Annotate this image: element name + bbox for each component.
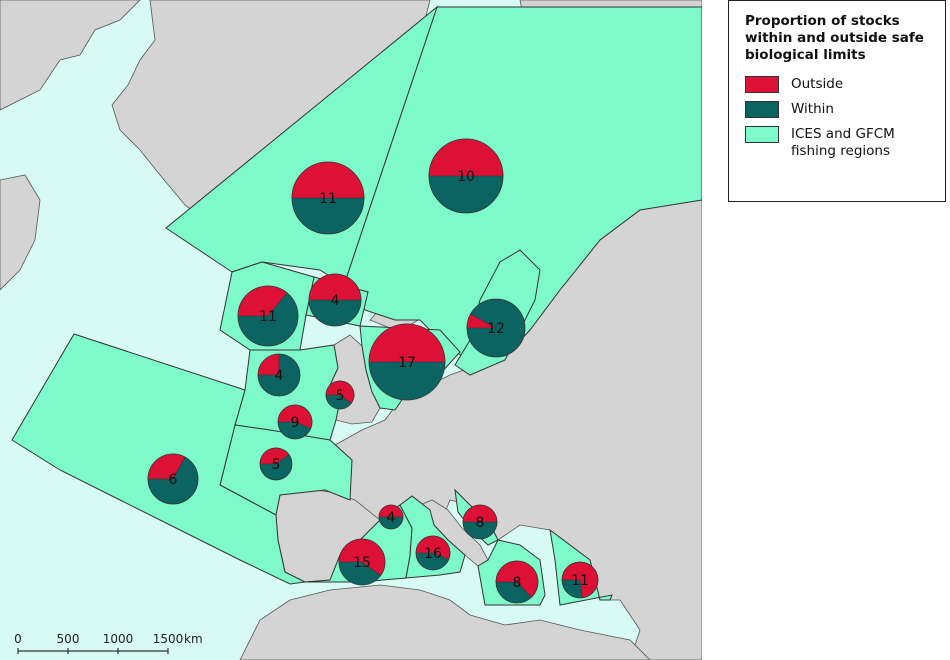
stock-pie: 17: [368, 323, 446, 401]
stock-count-label: 9: [291, 415, 300, 431]
stock-count-label: 15: [353, 555, 371, 571]
legend-item-within: Within: [745, 101, 933, 118]
pie-outside-slice: [259, 447, 290, 465]
stock-count-label: 5: [272, 457, 281, 473]
legend-item-regions: ICES and GFCM fishing regions: [745, 126, 933, 160]
stock-pie: 4: [308, 273, 362, 327]
stock-count-label: 4: [331, 293, 340, 309]
scale-tick-1500: 1500: [153, 632, 184, 646]
pie-outside-slice: [325, 380, 355, 404]
land-north-africa: [239, 584, 651, 660]
scale-bar: 0 500 1000 1500 km: [14, 632, 203, 654]
stock-pie: 15: [338, 538, 386, 586]
stock-pie: 6: [147, 453, 199, 505]
legend-label-regions: ICES and GFCM fishing regions: [791, 126, 895, 159]
pie-outside-slice: [378, 504, 404, 518]
stock-pie: 9: [277, 404, 313, 440]
pie-outside-slice: [308, 273, 362, 301]
pie-outside-slice: [561, 561, 599, 599]
pie-outside-slice: [462, 504, 498, 523]
stock-pie: 10: [428, 138, 504, 214]
pie-outside-slice: [338, 538, 386, 576]
legend-label-outside: Outside: [791, 76, 844, 92]
stock-count-label: 5: [336, 388, 345, 404]
stock-count-label: 4: [275, 368, 284, 384]
pie-outside-slice: [495, 560, 539, 598]
legend-swatch-within: [745, 101, 779, 118]
stock-count-label: 16: [424, 546, 442, 562]
pie-outside-slice: [277, 404, 313, 429]
stock-count-label: 4: [387, 510, 396, 526]
pie-charts: 11 10 4 11 12 17 4 5 9 5 6 4 8 16 15 8 11: [147, 138, 599, 604]
stock-pie: 8: [495, 560, 539, 604]
scale-tick-1000: 1000: [103, 632, 134, 646]
stock-pie: 11: [291, 161, 365, 235]
scale-unit: km: [184, 632, 203, 646]
pie-outside-slice: [237, 285, 288, 317]
legend-swatch-outside: [745, 76, 779, 93]
stock-pie: 8: [462, 504, 498, 540]
stock-pie: 4: [378, 504, 404, 530]
pie-outside-slice: [257, 353, 280, 376]
stock-count-label: 11: [259, 309, 277, 325]
legend-label-within: Within: [791, 101, 834, 117]
scale-tick-500: 500: [57, 632, 80, 646]
pie-outside-slice: [466, 313, 497, 329]
stock-count-label: 11: [319, 191, 337, 207]
stock-pie: 5: [325, 380, 355, 410]
legend: Proportion of stocks within and outside …: [728, 0, 946, 202]
pie-outside-slice: [368, 323, 446, 363]
legend-swatch-regions: [745, 126, 779, 143]
pie-outside-slice: [291, 161, 365, 199]
stock-pie: 16: [415, 535, 451, 571]
stock-pie: 11: [237, 285, 299, 347]
stock-pie: 5: [259, 447, 293, 481]
stock-count-label: 11: [571, 573, 589, 589]
land-arctic-canada: [0, 0, 141, 111]
scale-bar-line: [17, 648, 169, 654]
stock-pie: 12: [466, 298, 526, 358]
stock-count-label: 6: [169, 472, 178, 488]
stock-pie: 4: [257, 353, 301, 397]
land-labrador: [0, 174, 41, 291]
legend-item-outside: Outside: [745, 76, 933, 93]
legend-title: Proportion of stocks within and outside …: [745, 13, 924, 63]
pie-outside-slice: [428, 138, 504, 177]
pie-outside-slice: [147, 453, 186, 480]
stock-pie: 11: [561, 561, 599, 599]
pie-outside-slice: [415, 535, 451, 560]
scale-tick-0: 0: [14, 632, 22, 646]
stock-count-label: 17: [398, 355, 416, 371]
stock-count-label: 8: [513, 575, 522, 591]
stock-count-label: 10: [457, 169, 475, 185]
stock-count-label: 8: [476, 515, 485, 531]
stock-count-label: 12: [487, 321, 505, 337]
